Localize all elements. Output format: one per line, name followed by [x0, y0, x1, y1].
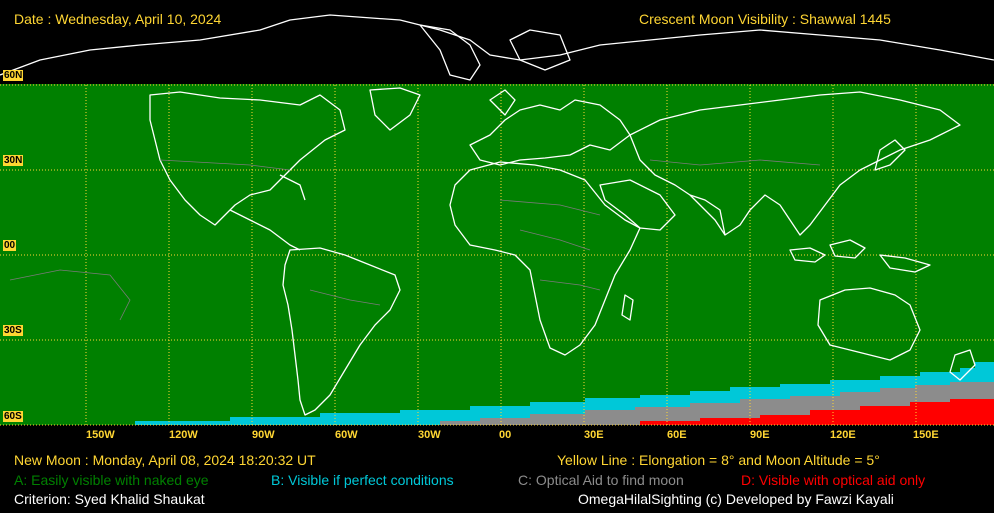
lon-label-120e: 120E — [830, 429, 856, 441]
lon-label-00: 00 — [499, 429, 512, 441]
criterion-text: Criterion: Syed Khalid Shaukat — [14, 491, 205, 507]
credit-text: OmegaHilalSighting (c) Developed by Fawz… — [578, 491, 894, 507]
lon-label-90w: 90W — [252, 429, 275, 441]
lon-label-60w: 60W — [335, 429, 358, 441]
yellow-line-text: Yellow Line : Elongation = 8° and Moon A… — [557, 452, 880, 468]
map-area — [0, 84, 994, 425]
borders — [9, 159, 821, 321]
lon-label-30w: 30W — [418, 429, 441, 441]
legend-d: D: Visible with optical aid only — [741, 472, 926, 488]
lat-label-00: 00 — [3, 240, 17, 251]
date-text: Date : Wednesday, April 10, 2024 — [14, 11, 222, 27]
lat-label-30s: 30S — [3, 325, 23, 336]
lon-label-150e: 150E — [913, 429, 939, 441]
lat-label-30n: 30N — [3, 155, 24, 166]
lon-label-150w: 150W — [86, 429, 115, 441]
map-title: Crescent Moon Visibility : Shawwal 1445 — [639, 11, 891, 27]
new-moon-text: New Moon : Monday, April 08, 2024 18:20:… — [14, 452, 316, 468]
legend-a: A: Easily visible with naked eye — [14, 472, 209, 488]
legend-b: B: Visible if perfect conditions — [271, 472, 454, 488]
lon-label-120w: 120W — [169, 429, 198, 441]
lon-label-30e: 30E — [584, 429, 604, 441]
coastlines — [0, 14, 994, 416]
lon-label-90e: 90E — [750, 429, 770, 441]
lon-label-60e: 60E — [667, 429, 687, 441]
legend-c: C: Optical Aid to find moon — [518, 472, 684, 488]
lat-label-60n: 60N — [3, 70, 24, 81]
lat-label-60s: 60S — [3, 411, 23, 422]
zone-d-region — [640, 399, 994, 425]
